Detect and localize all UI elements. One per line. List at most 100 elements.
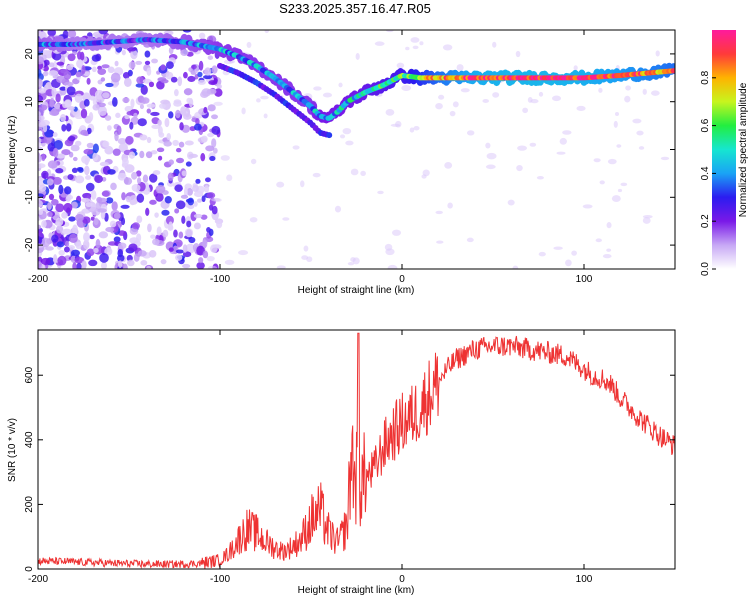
- snr-panel: -200 -100 0 100 0 200 400 600 Height of straig…: [7, 329, 676, 596]
- spectrogram-cell: [57, 255, 67, 266]
- spectrogram-cell: [105, 197, 114, 204]
- spectrogram-cell: [67, 30, 77, 39]
- spectrogram-cell: [166, 181, 175, 187]
- spectrogram-cell: [38, 152, 41, 163]
- spectrogram-cell: [249, 217, 258, 223]
- spectrogram-cell: [122, 72, 130, 79]
- spectrogram-cell: [613, 120, 618, 128]
- spectrogram-cell: [116, 254, 125, 262]
- spectrogram-cell: [606, 222, 612, 229]
- spectrogram-cell: [168, 111, 174, 119]
- spectrogram-cell: [632, 118, 642, 124]
- spectrogram-cell: [51, 234, 59, 243]
- spectrogram-cell: [113, 212, 121, 220]
- snr-y-ticks: 0 200 400 600: [24, 366, 675, 572]
- spectrogram-cell: [182, 244, 188, 253]
- spectrogram-cell: [117, 172, 127, 181]
- spectrogram-cell: [97, 68, 107, 75]
- spectrogram-cell: [642, 88, 647, 95]
- spectrogram-cell: [105, 227, 115, 233]
- spectrogram-cell: [209, 155, 216, 162]
- spectrogram-cell: [135, 83, 145, 88]
- spectrogram-cell: [41, 170, 49, 179]
- spectrogram-cell: [71, 167, 78, 174]
- spectrogram-cell: [595, 238, 602, 243]
- spectrogram-cell: [137, 118, 147, 127]
- spectrogram-cell: [413, 125, 420, 131]
- spectrogram-cell: [157, 119, 162, 127]
- spectrogram-cell: [52, 52, 62, 61]
- colorbar-tick-label: 0.2: [700, 214, 711, 228]
- snr-x-tick-label: 0: [399, 574, 405, 585]
- spectrogram-cell: [83, 98, 90, 107]
- spectrogram-cell: [207, 55, 214, 60]
- spectrogram-cell: [137, 177, 142, 185]
- spectrogram-cell: [67, 174, 74, 181]
- spectrogram-cell: [300, 180, 305, 188]
- spectrogram-cell: [322, 92, 332, 98]
- spectrogram-cell: [47, 160, 58, 169]
- spectrogram-cell: [70, 144, 80, 152]
- spectrogram-cell: [624, 95, 631, 103]
- spectrogram-cell: [435, 210, 443, 215]
- spectrogram-cell: [139, 104, 144, 110]
- spectrogram-cell: [63, 81, 74, 87]
- spectrogram-cell: [599, 180, 605, 185]
- spectrogram-cell: [107, 66, 115, 74]
- spectrogram-cell: [178, 141, 185, 148]
- spectrogram-cell: [642, 217, 651, 224]
- spectrogram-cell: [486, 152, 497, 160]
- spectrogram-cell: [129, 200, 136, 206]
- spectrogram-cell: [81, 155, 91, 164]
- spectrogram-cell: [137, 250, 147, 257]
- spectrogram-cell: [80, 108, 88, 119]
- spectrogram-cell: [187, 75, 196, 82]
- spectrogram-cell: [410, 37, 420, 43]
- snr-series: [38, 332, 675, 569]
- spectrogram-cell: [207, 132, 215, 138]
- spectrogram-cell: [75, 71, 82, 78]
- spectrogram-cell: [438, 94, 445, 100]
- spectrogram-x-ticks: -200 -100 0 100: [28, 30, 593, 285]
- spectrogram-cell: [91, 66, 97, 73]
- spectrogram-cell: [66, 64, 74, 71]
- spectrogram-cell: [197, 71, 203, 78]
- spectrogram-cell: [82, 92, 91, 102]
- spectrogram-cell: [117, 242, 127, 250]
- spectrogram-cell: [53, 139, 63, 150]
- spectrogram-cell: [149, 173, 158, 183]
- spectrogram-x-label: Height of straight line (km): [298, 285, 415, 296]
- spectrogram-cell: [151, 124, 161, 129]
- spectrogram-cell: [43, 59, 50, 66]
- spectrogram-cell: [204, 185, 210, 193]
- spectrogram-cell: [204, 67, 212, 76]
- spectrogram-cell: [86, 248, 95, 257]
- spectrogram-cell: [582, 204, 593, 209]
- spectrogram-cell: [160, 79, 169, 84]
- spectrogram-cell: [38, 110, 41, 117]
- spectrogram-y-tick-label: 20: [24, 48, 35, 60]
- spectrogram-cell: [85, 202, 93, 208]
- snr-y-tick-label: 0: [24, 566, 35, 572]
- spectrogram-cell: [126, 259, 135, 267]
- spectrogram-cell: [206, 227, 211, 233]
- snr-y-tick-label: 400: [24, 431, 35, 448]
- spectrogram-cell: [435, 102, 443, 110]
- spectrogram-cell: [55, 225, 64, 234]
- spectrogram-cell: [144, 50, 151, 58]
- spectrogram-cell: [117, 260, 123, 268]
- spectrogram-cell: [128, 61, 136, 69]
- spectrogram-cell: [212, 147, 218, 154]
- spectrogram-cell: [72, 224, 78, 235]
- spectrogram-cell: [113, 236, 121, 243]
- spectrogram-cell: [53, 254, 58, 264]
- spectrogram-cell: [214, 88, 223, 97]
- spectrogram-cell: [602, 254, 612, 259]
- spectrogram-cell: [342, 127, 352, 135]
- spectrogram-cell: [205, 145, 215, 152]
- spectrogram-cell: [89, 95, 96, 101]
- spectrogram-cell: [49, 109, 60, 116]
- spectrogram-cell: [260, 95, 269, 100]
- spectrogram-cell: [174, 184, 183, 192]
